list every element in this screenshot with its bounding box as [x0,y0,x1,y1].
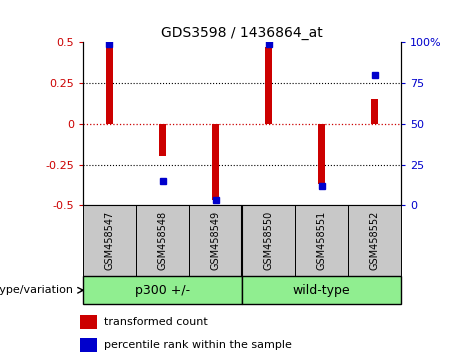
Text: GSM458548: GSM458548 [158,211,167,270]
Text: GSM458550: GSM458550 [264,211,273,270]
Bar [242,276,401,304]
Bar [213,124,219,200]
Text: p300 +/-: p300 +/- [135,284,190,297]
Bar [83,276,242,304]
Bar [295,205,348,276]
Text: GSM458552: GSM458552 [370,211,379,270]
Text: transformed count: transformed count [104,317,208,327]
Text: GSM458547: GSM458547 [105,211,114,270]
Bar [81,338,97,352]
Title: GDS3598 / 1436864_at: GDS3598 / 1436864_at [161,26,323,40]
Text: GSM458549: GSM458549 [211,211,220,270]
Text: GSM458551: GSM458551 [317,211,326,270]
Bar [189,205,242,276]
Bar [83,205,136,276]
Bar [136,205,189,276]
Bar [81,315,97,329]
Text: wild-type: wild-type [293,284,350,297]
Bar [106,46,112,124]
Bar [348,205,401,276]
Text: percentile rank within the sample: percentile rank within the sample [104,340,292,350]
Bar [266,47,272,124]
Bar [160,124,165,156]
Bar [242,205,295,276]
Text: genotype/variation: genotype/variation [0,285,74,295]
Bar [372,99,378,124]
Bar [319,124,325,184]
